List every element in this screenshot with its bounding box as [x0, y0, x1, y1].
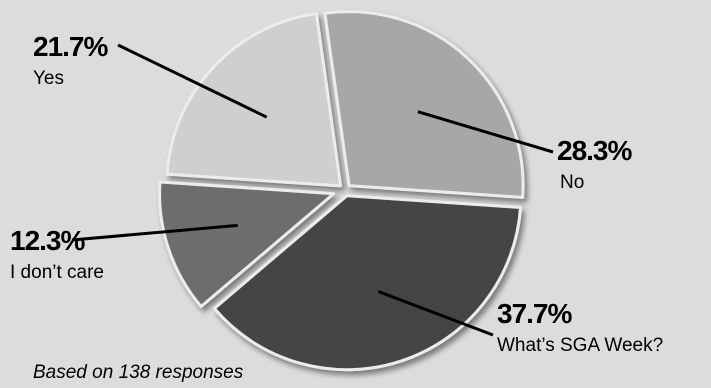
chart-footnote: Based on 138 responses [33, 362, 244, 383]
slice-yes-percent: 21.7% [33, 31, 108, 62]
slice-dont-care-percent: 12.3% [10, 225, 85, 256]
pie-slice-yes [165, 12, 343, 188]
pie-slice-dont-care [158, 180, 336, 309]
slice-dont-care-label: I don’t care [10, 262, 104, 283]
slice-sga-week-label: What’s SGA Week? [497, 335, 664, 356]
leader-line-yes [117, 43, 268, 119]
slice-yes-label: Yes [33, 68, 64, 89]
slice-sga-week-percent: 37.7% [497, 298, 572, 329]
pie-slice-sga-week [212, 194, 522, 372]
leader-line-sga-week [377, 290, 494, 337]
pie-slice-no [323, 10, 525, 199]
leader-line-dont-care [71, 223, 238, 242]
leader-line-no [417, 110, 554, 154]
slice-no-percent: 28.3% [557, 135, 632, 166]
slice-no-label: No [560, 172, 585, 193]
